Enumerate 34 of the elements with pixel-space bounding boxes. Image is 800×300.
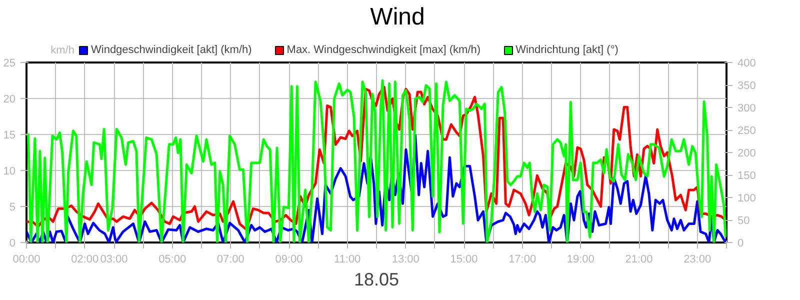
legend-label: Windrichtung [akt] (°) (516, 44, 618, 56)
y2-tick-label: 100 (738, 192, 756, 204)
x-tick-label: 21:00 (625, 254, 653, 266)
y-tick-label: 10 (3, 166, 16, 178)
y-tick-label: 5 (9, 202, 16, 214)
y2-tick-label: 200 (738, 148, 756, 160)
y-tick-label: 0 (9, 238, 16, 250)
x-tick-label: 00:00 (12, 254, 40, 266)
y2-tick-label: 150 (738, 170, 756, 182)
x-tick-label: 15:00 (450, 254, 478, 266)
legend-label: Windgeschwindigkeit [akt] (km/h) (91, 44, 252, 56)
y2-tick-label: 350 (738, 80, 756, 92)
y-tick-label: 20 (3, 94, 16, 106)
x-tick-label: 13:00 (392, 254, 420, 266)
y2-tick-label: 0 (738, 238, 744, 250)
y2-tick-label: 300 (738, 102, 756, 114)
y2-tick-label: 50 (738, 215, 750, 227)
x-tick-label: 05:00 (158, 254, 186, 266)
x-tick-label: 23:00 (684, 254, 712, 266)
x-tick-label: 17:00 (508, 254, 536, 266)
chart-title: Wind (370, 4, 425, 30)
x-tick-label: 03:00 (100, 254, 128, 266)
legend-label: Max. Windgeschwindigkeit [max] (km/h) (286, 44, 481, 56)
y2-tick-label: 250 (738, 125, 756, 137)
y-tick-label: 15 (3, 130, 16, 142)
y-tick-label: 25 (3, 58, 16, 70)
x-tick-label: 02:00 (71, 254, 99, 266)
y-axis-title: km/h (50, 44, 74, 56)
x-axis-title: 18.05 (354, 270, 400, 290)
x-tick-label: 11:00 (334, 254, 361, 266)
x-tick-label: 09:00 (275, 254, 303, 266)
y2-tick-label: 400 (738, 58, 756, 70)
x-tick-label: 07:00 (216, 254, 244, 266)
x-tick-label: 19:00 (566, 254, 594, 266)
